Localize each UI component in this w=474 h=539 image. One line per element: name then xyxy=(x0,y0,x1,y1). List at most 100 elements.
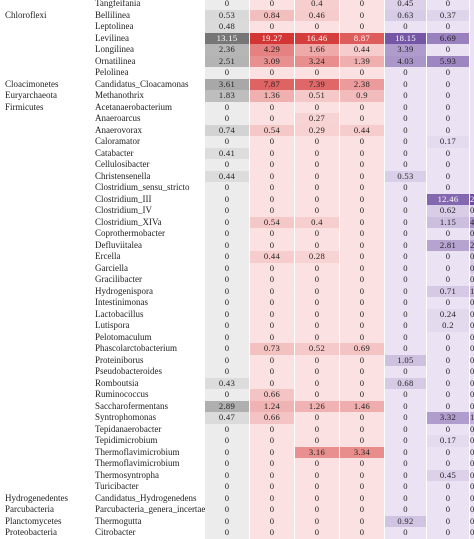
value-cell: 0 xyxy=(205,504,249,516)
value-cell: 0.4 xyxy=(295,0,339,10)
phylum-label xyxy=(5,240,91,252)
value-cell: 0 xyxy=(427,331,469,343)
value-cell: 0 xyxy=(385,412,426,424)
value-cell xyxy=(470,136,474,148)
value-cell: 0 xyxy=(205,285,249,297)
value-cell: 0 xyxy=(250,446,294,458)
table-row: Levilinea 13.15 19.27 16.46 8.87 18.15 6.69 xyxy=(0,32,474,44)
value-cell: 0 xyxy=(427,527,469,539)
table-row: Firmicutes Acetanaerobacterium 0 0 0 0 0 0 xyxy=(0,101,474,113)
value-cell: 0 xyxy=(470,366,474,378)
phylum-label xyxy=(5,447,91,459)
value-cell: 0 xyxy=(295,469,339,481)
value-cell: 0 xyxy=(295,366,339,378)
value-cell: 0 xyxy=(427,228,469,240)
value-cell: 0 xyxy=(340,320,384,332)
value-cell: 0.69 xyxy=(340,343,384,355)
value-cell: 0 xyxy=(205,527,249,539)
value-cell: 0 xyxy=(385,124,426,136)
value-cell: 0 xyxy=(340,193,384,205)
value-cell: 0 xyxy=(427,366,469,378)
value-cell: 0 xyxy=(340,515,384,527)
phylum-label xyxy=(5,67,91,79)
genus-label: Coprothermobacter xyxy=(95,228,165,238)
value-cell: 0 xyxy=(385,113,426,125)
genus-label: Hydrogenispora xyxy=(95,285,153,296)
phylum-label xyxy=(5,159,91,171)
value-cell: 0 xyxy=(340,504,384,516)
value-cell: 0 xyxy=(205,297,249,309)
value-cell: 0.43 xyxy=(205,377,249,389)
value-cell: 0 xyxy=(427,147,469,159)
table-row: Proteiniborus 0 0 0 0 1.05 0 0 xyxy=(0,354,474,366)
value-cell: 8.87 xyxy=(340,32,384,44)
phylum-label xyxy=(5,21,91,33)
genus-label: Cellulosibacter xyxy=(95,159,150,169)
value-cell: 0 xyxy=(250,458,294,470)
table-row: Anaerovorax 0.74 0.54 0.29 0.44 0 0 xyxy=(0,124,474,136)
value-cell: 0 xyxy=(205,515,249,527)
value-cell: 7.39 xyxy=(295,78,339,90)
value-cell: 0.44 xyxy=(340,44,384,56)
genus-label: Gracilibacter xyxy=(95,274,142,284)
phylum-label xyxy=(5,251,91,263)
value-cell: 0 xyxy=(470,343,474,355)
phylum-label xyxy=(5,217,91,229)
genus-label: Levilinea xyxy=(95,32,129,43)
value-cell: 0 xyxy=(340,389,384,401)
value-cell: 0 xyxy=(295,205,339,217)
value-cell: 0 xyxy=(385,285,426,297)
value-cell: 0 xyxy=(470,389,474,401)
value-cell: 0 xyxy=(205,481,249,493)
genus-label: Clostridium_XIVa xyxy=(95,216,162,227)
value-cell: 0 xyxy=(427,297,469,309)
value-cell: 0 xyxy=(295,435,339,447)
value-cell: 0 xyxy=(295,504,339,516)
value-cell: 0 xyxy=(295,136,339,148)
value-cell: 0 xyxy=(340,239,384,251)
value-cell: 1.54 xyxy=(470,285,474,297)
value-cell: 0 xyxy=(427,182,469,194)
value-cell: 0.44 xyxy=(250,251,294,263)
value-cell: 0 xyxy=(385,320,426,332)
value-cell: 0.44 xyxy=(205,170,249,182)
value-cell xyxy=(470,9,474,21)
value-cell: 0 xyxy=(340,205,384,217)
value-cell: 0 xyxy=(205,113,249,125)
value-cell: 0 xyxy=(470,446,474,458)
value-cell: 0.23 xyxy=(470,423,474,435)
value-cell: 0 xyxy=(340,469,384,481)
value-cell: 0 xyxy=(385,228,426,240)
value-cell: 0 xyxy=(250,504,294,516)
value-cell: 0 xyxy=(385,274,426,286)
genus-label: Intestinimonas xyxy=(95,297,148,307)
value-cell: 0 xyxy=(295,412,339,424)
value-cell: 0.41 xyxy=(205,147,249,159)
value-cell: 0 xyxy=(340,159,384,171)
value-cell: 0 xyxy=(470,504,474,516)
value-cell: 0 xyxy=(385,147,426,159)
value-cell: 0.45 xyxy=(385,0,426,10)
table-row: Tangfeifania 0 0 0.4 0 0.45 0 xyxy=(0,0,474,10)
value-cell: 0 xyxy=(250,366,294,378)
phylum-label xyxy=(5,366,91,378)
value-cell: 0.66 xyxy=(250,389,294,401)
phylum-label xyxy=(5,148,91,160)
genus-label: Clostridium_IV xyxy=(95,205,153,215)
value-cell: 0.68 xyxy=(385,377,426,389)
genus-label: Syntrophomonas xyxy=(95,412,157,422)
value-cell: 0 xyxy=(250,527,294,539)
value-cell: 0.51 xyxy=(470,251,474,263)
genus-label: Bellilinea xyxy=(95,9,130,20)
value-cell: 0 xyxy=(470,481,474,493)
value-cell: 0.54 xyxy=(250,124,294,136)
genus-label: Ruminococcus xyxy=(95,389,149,399)
value-cell: 0 xyxy=(250,262,294,274)
value-cell: 13.15 xyxy=(205,32,249,44)
table-row: Cloacimonetes Candidatus_Cloacamonas 3.61 7… xyxy=(0,78,474,90)
value-cell: 0.84 xyxy=(250,9,294,21)
value-cell: 0 xyxy=(340,228,384,240)
phylum-label xyxy=(5,44,91,56)
